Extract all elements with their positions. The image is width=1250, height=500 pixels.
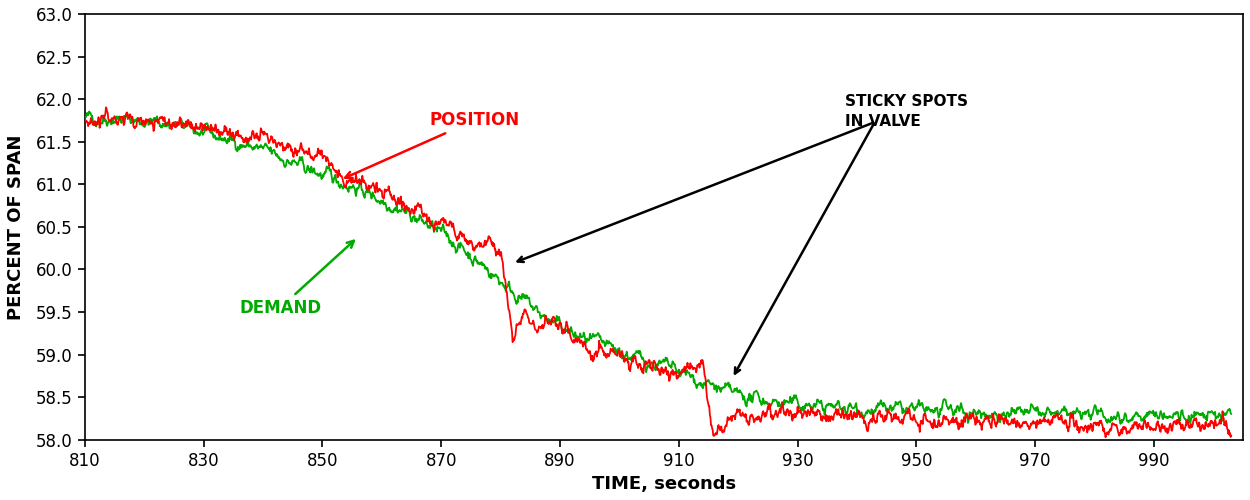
Y-axis label: PERCENT OF SPAN: PERCENT OF SPAN	[8, 134, 25, 320]
Text: POSITION: POSITION	[345, 112, 520, 178]
X-axis label: TIME, seconds: TIME, seconds	[591, 475, 736, 493]
Text: DEMAND: DEMAND	[239, 241, 354, 316]
Text: STICKY SPOTS
IN VALVE: STICKY SPOTS IN VALVE	[845, 94, 968, 130]
